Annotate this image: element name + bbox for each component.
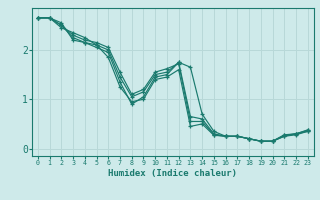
X-axis label: Humidex (Indice chaleur): Humidex (Indice chaleur) [108, 169, 237, 178]
